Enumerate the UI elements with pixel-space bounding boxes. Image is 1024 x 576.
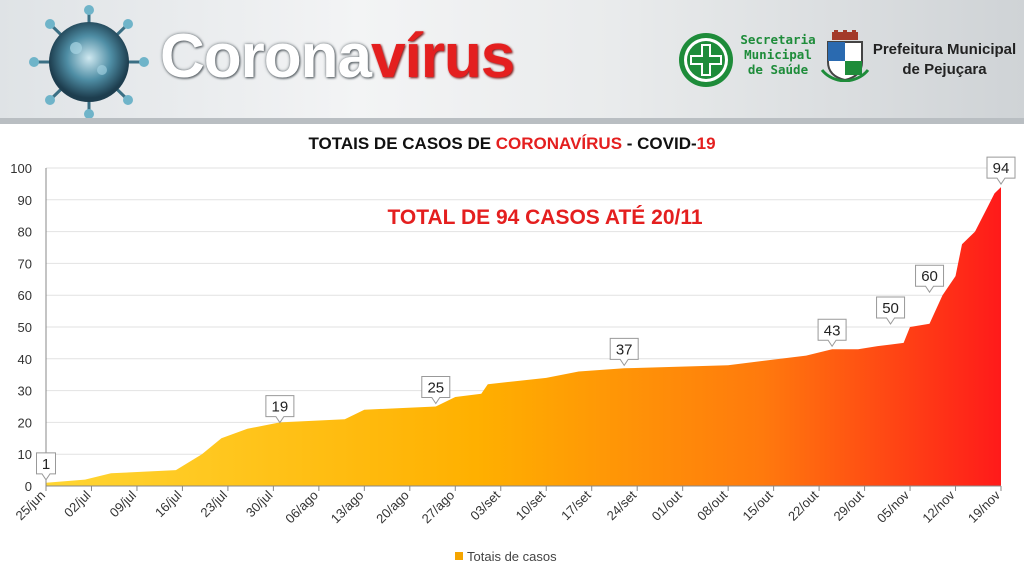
data-label-text: 37 [616,341,633,358]
x-tick-label: 30/jul [243,487,276,520]
brand-part-1: Corona [160,22,372,91]
y-tick-label: 80 [18,225,32,240]
data-label-text: 25 [427,380,444,397]
x-tick-label: 22/out [785,487,821,523]
y-tick-label: 60 [18,288,32,303]
data-label-box [915,264,945,294]
chart-legend: Totais de casos [455,549,557,564]
x-tick-label: 17/set [558,487,594,523]
data-label-box [817,318,847,348]
data-label-text: 19 [272,399,289,416]
data-label-box [986,156,1016,185]
x-tick-label: 19/nov [965,487,1004,526]
data-label-box [876,296,906,325]
chart-title-part-4: 19 [696,134,716,153]
x-tick-label: 01/out [649,487,685,523]
x-tick-label: 05/nov [874,487,913,526]
chart-title: TOTAIS DE CASOS DE CORONAVÍRUS - COVID-1… [0,134,1024,154]
data-label-text: 60 [921,268,938,285]
chart-title-part-3: - COVID- [622,134,697,153]
x-tick-label: 02/jul [61,487,94,520]
data-label: 19 [265,395,295,424]
data-label: 60 [915,264,945,294]
secretaria-cross-logo-icon [679,33,733,87]
x-tick-label: 03/set [467,487,503,523]
data-label-box [609,337,639,367]
prefeitura-line-1: Prefeitura Municipal [872,41,1017,58]
coronavirus-brand-title: Coronavírus [160,22,515,92]
data-label-text: 50 [882,300,899,317]
pejucara-crest-icon [820,30,870,82]
secretaria-line-1: Secretaria [740,32,816,47]
data-label: 25 [421,376,451,405]
series-area-totais-de-casos [46,187,1001,486]
y-tick-label: 50 [18,320,32,335]
x-tick-label: 27/ago [419,488,458,527]
data-label: 37 [609,337,639,367]
legend-label: Totais de casos [467,549,557,564]
y-tick-label: 40 [18,352,32,367]
x-tick-label: 24/set [604,487,640,523]
y-tick-label: 20 [18,415,32,430]
y-tick-label: 10 [18,447,32,462]
chart-title-part-1: TOTAIS DE CASOS DE [308,134,496,153]
x-tick-label: 12/nov [919,487,958,526]
x-tick-label: 16/jul [152,487,185,520]
data-label-box [265,395,295,424]
x-tick-label: 29/out [831,487,867,523]
chart-title-part-2: CORONAVÍRUS [495,134,623,153]
legend-swatch [455,552,463,560]
y-tick-label: 90 [18,193,32,208]
x-tick-label: 09/jul [107,487,140,520]
data-label: 43 [817,318,847,348]
x-tick-label: 13/ago [328,487,367,526]
data-label-text: 1 [42,456,50,473]
data-label: 94 [986,156,1016,185]
secretaria-line-2: Municipal [744,47,812,62]
secretaria-line-3: de Saúde [747,62,809,77]
y-tick-label: 30 [18,384,32,399]
x-tick-label: 08/out [694,487,730,523]
data-label-text: 94 [993,160,1010,177]
data-label-box [36,452,56,481]
data-label-box [421,376,451,405]
prefeitura-line-2: de Pejuçara [902,61,987,78]
virus-illustration-icon [29,5,149,119]
x-tick-label: 20/ago [373,488,412,527]
total-cases-annotation: TOTAL DE 94 CASOS ATÉ 20/11 [387,206,703,229]
x-tick-label: 06/ago [282,488,321,527]
y-tick-label: 70 [18,256,32,271]
x-tick-label: 15/out [740,487,776,523]
data-label: 50 [876,296,906,325]
banner: Coronavírus Secretaria Municipal de Saúd… [0,0,1024,124]
x-tick-label: 23/jul [197,487,230,520]
banner-divider [0,118,1024,124]
prefeitura-label: Prefeitura Municipal de Pejuçara [872,40,1017,80]
y-tick-label: 0 [25,479,32,494]
x-tick-label: 10/set [513,487,549,523]
data-label-text: 43 [824,322,841,339]
y-tick-label: 100 [10,161,32,176]
secretaria-label: Secretaria Municipal de Saúde [738,32,818,77]
brand-part-2: vírus [371,22,515,91]
data-label: 1 [36,452,56,481]
